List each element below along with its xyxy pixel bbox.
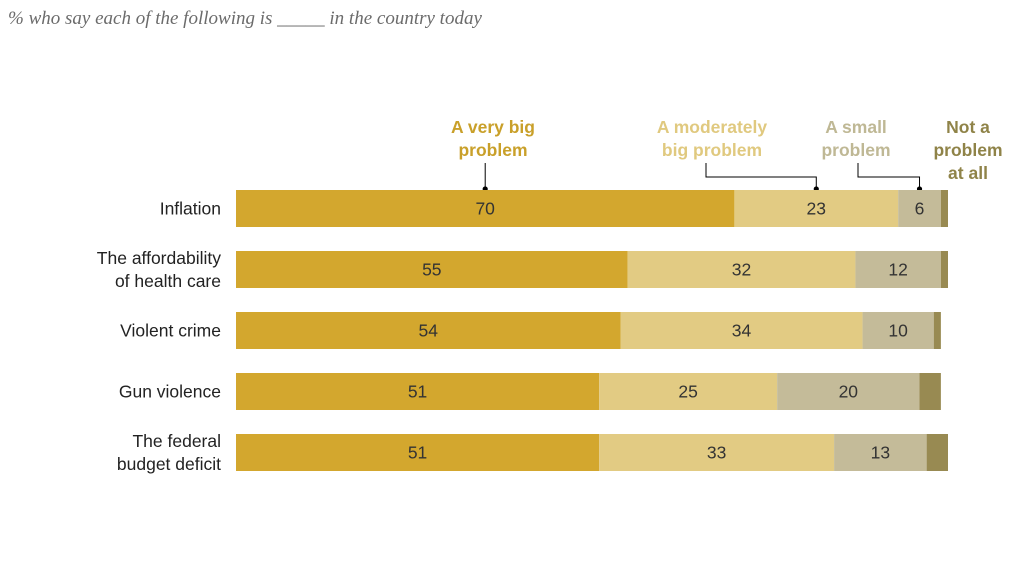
bar-segment [940,251,948,288]
value-label: 32 [732,260,751,280]
bar-segment [236,251,628,288]
category-label: The affordability of health care [97,248,221,291]
value-label: 6 [915,199,925,219]
value-label: 51 [408,443,427,463]
value-label: 20 [839,382,859,402]
value-label: 55 [422,260,441,280]
bar-segment [627,251,856,288]
value-label: 34 [732,321,752,341]
leader-line [857,163,921,189]
value-label: 33 [707,443,726,463]
legend-label: A moderately big problem [657,117,767,160]
category-label: Violent crime [120,321,221,341]
bar-segment [834,434,927,471]
legend-label: Not a problem at all [933,117,1002,183]
bar-segment [926,434,948,471]
bar-segment [777,373,920,410]
value-label: 70 [475,199,495,219]
category-label: The federal budget deficit [117,431,221,474]
value-label: 51 [408,382,427,402]
bar-segment [236,190,735,227]
legend-label: A very big problem [451,117,535,160]
bar-segment [236,434,600,471]
leader-line [705,163,817,189]
bar-segment [734,190,899,227]
bar-segment [933,312,941,349]
value-label: 25 [678,382,697,402]
value-label: 13 [871,443,890,463]
value-label: 23 [807,199,826,219]
category-label: Gun violence [119,382,221,402]
bar-segment [855,251,941,288]
category-label: Inflation [160,199,221,219]
bar-segment [862,312,934,349]
value-label: 12 [888,260,907,280]
bar-segment [599,434,835,471]
legend-label: A small problem [821,117,890,160]
value-label: 10 [888,321,908,341]
legend: A very big problem A moderately big problem… [451,117,1003,192]
bar-segment [599,373,778,410]
bar-segment [940,190,948,227]
bar-segment [620,312,863,349]
chart-subtitle: % who say each of the following is _____… [8,8,482,29]
value-label: 54 [419,321,439,341]
bar-segment [236,373,600,410]
bar-segment [898,190,941,227]
bars: Inflation 70 23 6 The affordability of health… [97,190,948,474]
bar-segment [236,312,621,349]
bar-segment [919,373,941,410]
